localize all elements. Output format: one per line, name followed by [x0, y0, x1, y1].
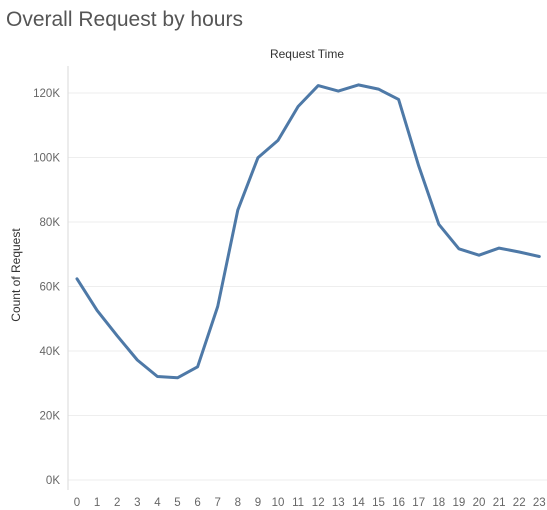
x-tick-label: 14: [352, 497, 365, 509]
x-tick-label: 2: [114, 497, 120, 509]
x-tick-label: 12: [312, 497, 325, 509]
y-tick-label: 40K: [40, 346, 61, 358]
y-tick-label: 60K: [40, 282, 61, 294]
x-tick-label: 18: [432, 497, 445, 509]
x-tick-label: 0: [74, 497, 80, 509]
x-tick-label: 22: [513, 497, 526, 509]
x-tick-label: 10: [272, 497, 285, 509]
grid-lines: [68, 92, 547, 481]
x-tick-label: 6: [194, 497, 200, 509]
y-tick-label: 80K: [40, 217, 61, 229]
y-tick-label: 120K: [33, 88, 60, 100]
y-axis-title: Count of Request: [9, 228, 23, 322]
x-tick-label: 13: [332, 497, 345, 509]
chart-title: Overall Request by hours: [6, 8, 243, 31]
x-tick-label: 3: [134, 497, 140, 509]
x-tick-label: 11: [292, 497, 304, 509]
series-layer: [75, 83, 541, 380]
x-tick-label: 16: [392, 497, 405, 509]
x-axis-ticks: 0 1 2 3 4 5 6 7 8 9 10 11 12 13 14 15 16 17 18 19 20 21 22 23: [74, 497, 546, 509]
x-tick-label: 21: [493, 497, 506, 509]
x-tick-label: 9: [255, 497, 261, 509]
y-tick-label: 20K: [40, 411, 61, 423]
x-tick-label: 4: [154, 497, 161, 509]
x-tick-label: 20: [473, 497, 486, 509]
x-tick-label: 19: [453, 497, 466, 509]
column-header: Request Time: [270, 47, 344, 61]
y-tick-label: 100K: [33, 153, 60, 165]
y-tick-label: 0K: [46, 475, 60, 487]
x-tick-label: 5: [174, 497, 180, 509]
x-tick-label: 23: [533, 497, 546, 509]
y-axis-ticks: 0K 20K 40K 60K 80K 100K 120K: [33, 88, 60, 487]
x-tick-label: 1: [94, 497, 100, 509]
x-tick-label: 8: [235, 497, 241, 509]
series-line: [75, 83, 541, 380]
x-tick-label: 7: [214, 497, 220, 509]
x-tick-label: 17: [412, 497, 425, 509]
x-tick-label: 15: [372, 497, 385, 509]
